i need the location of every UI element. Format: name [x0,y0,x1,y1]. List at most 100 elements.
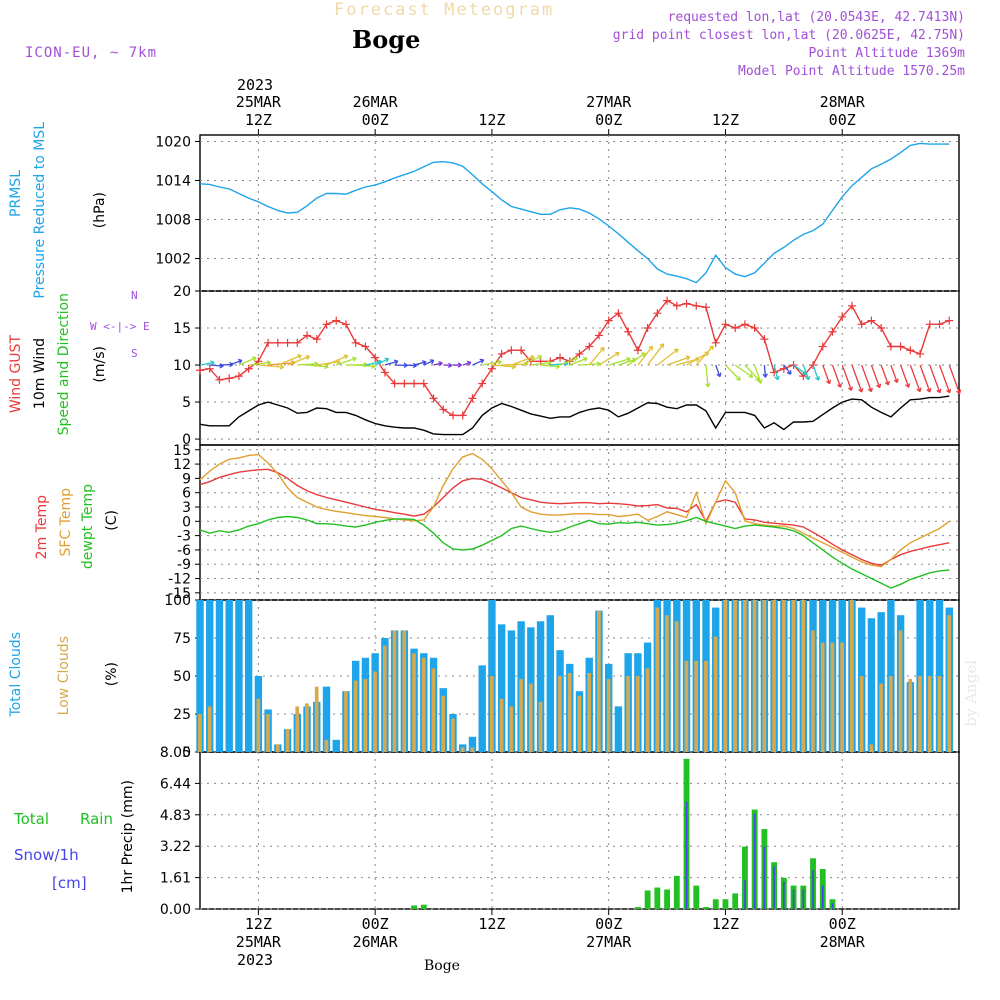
low-cloud-bar [762,600,767,752]
wind-arrow [413,361,427,366]
gust-marker [877,324,886,333]
gust-marker [468,394,477,403]
gust-marker [293,338,302,347]
rain-bar [673,875,680,909]
station-name: Boge [352,25,421,54]
wind-arrow-head [762,373,768,378]
wind-arrow [316,360,341,366]
wind-arrow-head [748,373,754,378]
low-cloud-bar [908,679,913,752]
low-cloud-bar [421,657,426,752]
snow-bar [773,866,775,909]
gust-marker [935,320,944,329]
wind-arrow-head [393,359,399,365]
wind-arrow [763,364,767,378]
wind-arrow-head [884,380,890,386]
ytick-label-2: -3 [177,529,191,545]
wind-arrow-head [814,376,821,381]
wind-arrow-head [371,363,376,369]
bottom-date-label: 28MAR [819,933,865,951]
wind-arrow [326,355,348,366]
ytick-label-4: 6.44 [160,776,191,792]
wind-10m-line [199,395,950,436]
low-cloud-bar [489,676,494,752]
gust-marker [624,327,633,336]
wind-arrow-head [573,356,578,362]
low-cloud-bar [558,676,562,752]
wind-arrow-head [946,388,952,394]
precip-snow-unit: [cm] [52,874,87,892]
model-altitude: Model Point Altitude 1570.25m [738,64,965,79]
wind-arrow [773,364,779,380]
wind-arrow [831,364,842,388]
chart-main-title: Forecast Meteogram [334,0,555,20]
wind-arrow [938,364,951,394]
low-cloud-bar [382,645,387,752]
wind-arrow [851,364,863,393]
wind-arrow [287,355,310,366]
total-cloud-bar [215,600,224,752]
wind-arrow-head [876,383,882,389]
wind-arrow [793,364,807,375]
low-cloud-bar [402,630,407,752]
top-hour-label: 12Z [478,111,506,129]
total-cloud-bar [225,600,233,752]
gust-marker [303,331,312,340]
gust-marker [770,368,779,377]
wind-arrow [248,361,271,366]
snow-bar [753,813,756,909]
gust-marker [760,335,769,344]
wind-arrow [482,361,502,366]
wind-arrow [919,364,931,393]
bottom-hour-label: 00Z [595,915,623,933]
wind-arrow-head [674,348,679,354]
bottom-hour-label: 12Z [478,915,506,933]
low-cloud-bar [947,615,952,752]
wind-arrow [598,352,620,366]
low-cloud-bar [742,600,747,752]
gust-marker [867,316,876,325]
low-cloud-bar [888,676,893,752]
gust-marker [789,361,798,370]
low-cloud-bar [820,642,825,752]
wind-arrow [336,357,357,366]
total-cloud-bar [244,600,253,752]
gust-marker [497,349,506,358]
wind-arrow-head [659,343,665,348]
low-cloud-bar [587,672,591,752]
gust-marker [273,338,282,347]
gust-marker [341,320,350,329]
model-label: ICON-EU, ~ 7km [25,45,158,61]
total-cloud-bar [196,600,204,752]
low-cloud-bar [645,668,650,752]
low-cloud-bar [850,600,854,752]
gust-marker [604,316,613,325]
wind-arrow-head [685,355,691,361]
ytick-label-2: -15 [168,586,191,602]
gust-marker [390,379,399,388]
wind-arrow [608,357,631,366]
wind-arrow [511,355,535,366]
low-cloud-bar [207,706,212,752]
ytick-label-2: -12 [168,572,191,588]
top-date-label: 25MAR [235,93,281,111]
ytick-label-2: -9 [177,557,191,573]
wind-arrow [618,358,637,366]
low-cloud-bar [538,701,543,752]
total-cloud-bar [322,686,331,752]
low-cloud-bar [198,714,202,752]
wind-arrow [666,356,690,366]
low-cloud-bar [918,676,922,752]
low-cloud-bar [879,683,883,752]
requested-coords: requested lon,lat (20.0543E, 42.7413N) [667,10,965,25]
wind-arrow [559,357,578,366]
gust-marker [828,327,837,336]
wind-arrow-head [867,387,873,393]
wind-arrow [355,364,376,368]
wind-arrow [695,345,714,366]
wind-arrow-head [447,362,453,369]
gust-marker [702,303,710,312]
bottom-hour-label: 00Z [361,915,389,933]
gust-marker [429,394,438,403]
